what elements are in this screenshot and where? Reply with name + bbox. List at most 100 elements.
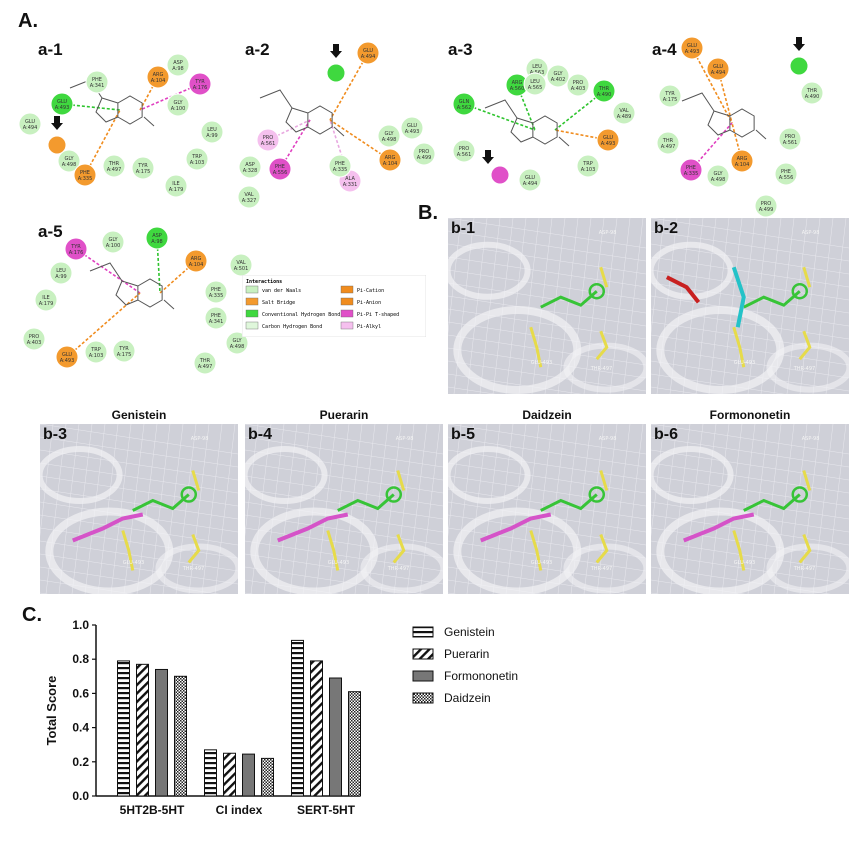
bar-genistein-1 [204, 749, 217, 797]
residue-number: A:565 [528, 85, 543, 91]
residue-name: THR [108, 161, 120, 167]
y-tick-label: 0.6 [72, 686, 89, 700]
legend-item-label: Pi-Pi T-shaped [357, 312, 399, 318]
panel-label-b-2: b-2 [654, 220, 678, 237]
residue-number: A:501 [234, 266, 249, 272]
residue-label: ASP-98 [802, 230, 820, 236]
residue-label: GLU-493 [734, 560, 755, 566]
residue-number: A:499 [417, 155, 432, 161]
panel-label-a3: a-3 [448, 40, 473, 59]
residue-number: A:331 [343, 182, 358, 188]
legend-item: Pi-Cation [340, 285, 384, 294]
legend-item: Salt Bridge [245, 297, 295, 306]
panel-label-a2: a-2 [245, 40, 270, 59]
residue-name: GLU [57, 99, 67, 105]
residue-number: A:99 [206, 133, 217, 139]
y-tick-label: 0.8 [72, 652, 89, 666]
interaction-diagram-a4: GLUA:493GLUA:494TYRA:175THRA:490THRA:497… [656, 36, 824, 218]
residue-number: A:561 [261, 141, 276, 147]
residue-number: A:175 [117, 352, 132, 358]
panel-label-a4: a-4 [652, 40, 677, 59]
legend-item: Conventional Hydrogen Bond [245, 309, 340, 318]
panel-label-b-4: b-4 [248, 426, 272, 443]
residue-name: TRP [90, 347, 101, 353]
bar-formononetin-2 [329, 677, 342, 797]
residue-number: A:335 [684, 171, 699, 177]
residue-number: A:498 [62, 162, 77, 168]
residue-name: TRP [582, 161, 593, 167]
residue-number: A:493 [60, 358, 75, 364]
legend-item-label: Salt Bridge [262, 300, 295, 306]
residue-number: A:493 [685, 49, 700, 55]
residue-label: GLU-493 [328, 560, 349, 566]
residue-number: A:556 [779, 175, 794, 181]
residue-name: ARG [512, 80, 523, 86]
residue-label: ASP-98 [599, 230, 617, 236]
legend-entry: Formononetin [412, 668, 518, 684]
bar-daidzein-2 [348, 691, 361, 797]
residue-number: A:341 [90, 83, 105, 89]
bar-genistein-2 [291, 639, 304, 797]
residue-name: LEU [207, 127, 217, 133]
residue-number: A:489 [617, 114, 632, 120]
residue-name: GLY [713, 171, 723, 177]
docking-render-b-6: ASP-98 GLU-493 THR-497 b-6 [651, 424, 849, 594]
section-label-a: A. [18, 10, 38, 32]
residue-name: PHE [211, 287, 221, 293]
residue-name: TYR [194, 79, 205, 85]
residue-name: TYR [664, 91, 675, 97]
residue-number: A:335 [78, 176, 93, 182]
residue-number: A:556 [273, 170, 288, 176]
legend-swatch [412, 648, 434, 660]
ligand-atom-marker [47, 135, 67, 155]
residue-label: THR-497 [182, 566, 204, 572]
residue-name: ALA [345, 176, 355, 182]
residue-number: A:494 [23, 125, 38, 131]
residue-number: A:494 [523, 181, 538, 187]
residue-number: A:562 [457, 105, 472, 111]
residue-number: A:561 [457, 152, 472, 158]
residue-label: ASP-98 [396, 436, 414, 442]
legend-title: Interactions [246, 279, 282, 285]
molecule-title: Puerarin [319, 408, 369, 422]
residue-number: A:176 [193, 85, 208, 91]
residue-number: A:560 [510, 86, 525, 92]
y-tick-label: 0.4 [72, 721, 89, 735]
legend-item: Pi-Alkyl [340, 321, 381, 330]
residue-name: PHE [686, 165, 696, 171]
legend-label: Genistein [444, 625, 495, 639]
residue-number: A:100 [171, 106, 186, 112]
y-tick-label: 0.0 [72, 789, 89, 803]
interaction-diagram-a2: GLUA:494PROA:561ASPA:328PHEA:556VALA:327… [237, 41, 436, 209]
section-label-c: C. [22, 604, 42, 626]
residue-name: LEU [532, 64, 542, 70]
docking-render-b-5: ASP-98 GLU-493 THR-497 b-5 [448, 424, 646, 594]
residue-label: THR-497 [387, 566, 409, 572]
residue-number: A:104 [151, 78, 166, 84]
y-axis-label: Total Score [44, 676, 59, 746]
residue-name: PRO [761, 201, 771, 207]
